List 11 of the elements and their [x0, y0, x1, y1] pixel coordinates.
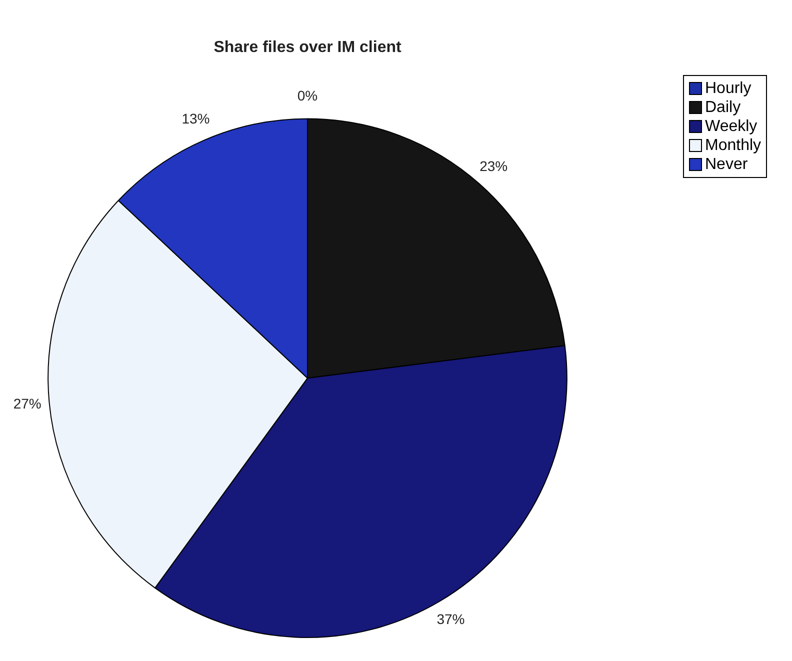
data-label: 37%	[436, 611, 465, 628]
legend-label: Monthly	[705, 136, 762, 155]
legend-label: Weekly	[705, 117, 758, 136]
legend-label: Never	[705, 155, 748, 174]
legend-label: Daily	[705, 98, 741, 117]
text: 0%	[297, 88, 318, 104]
chart-title: Share files over IM client	[214, 39, 402, 56]
data-label: 13%	[182, 110, 210, 127]
data-label: 27%	[13, 395, 42, 412]
legend-label: Hourly	[705, 79, 752, 98]
data-label: 23%	[480, 158, 508, 174]
